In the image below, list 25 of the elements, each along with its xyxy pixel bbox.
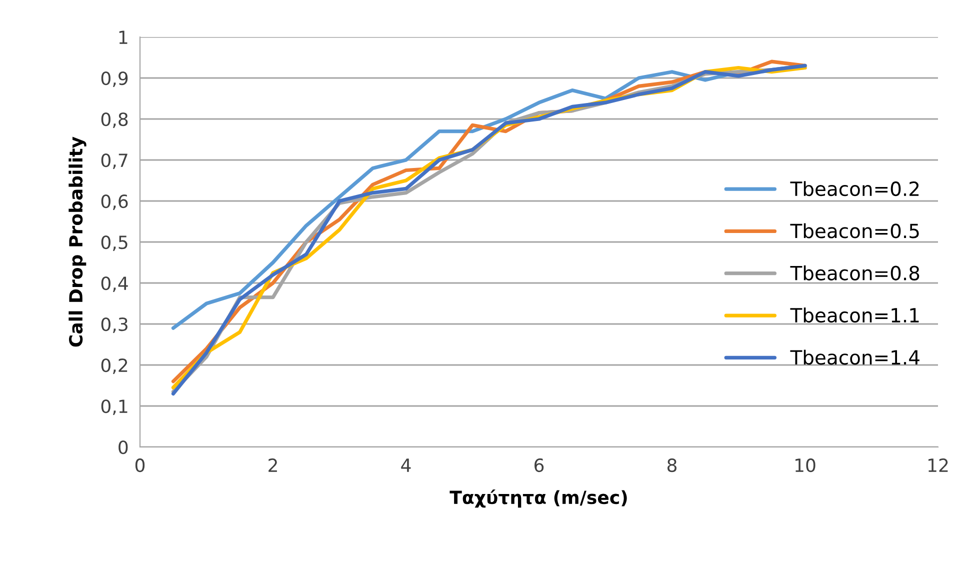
x-tick-label: 10 (795, 458, 816, 472)
y-tick-label: 0,5 (101, 235, 128, 251)
x-tick-label: 12 (928, 458, 948, 472)
legend-label: Tbeacon=0.5 (790, 223, 919, 238)
y-tick-label: 0,6 (101, 194, 128, 210)
y-tick-label: 0,4 (101, 276, 128, 292)
x-tick-label: 8 (667, 458, 677, 472)
y-tick-label: 0,9 (101, 71, 128, 87)
y-tick-label: 0,7 (101, 153, 128, 169)
x-tick-label: 0 (135, 458, 145, 472)
y-tick-label: 1 (119, 30, 128, 44)
y-tick-label: 0,1 (101, 399, 128, 415)
x-tick-label: 2 (268, 458, 277, 472)
legend-label: Tbeacon=0.8 (790, 265, 920, 280)
y-tick-label: 0,3 (101, 317, 128, 333)
legend-label: Tbeacon=1.1 (790, 308, 919, 323)
y-tick-label: 0,2 (101, 358, 128, 374)
x-tick-label: 4 (401, 458, 411, 472)
x-axis-title: Ταχύτητα (m/sec) (450, 489, 627, 508)
legend-label: Tbeacon=1.4 (790, 350, 920, 365)
legend-label: Tbeacon=0.2 (790, 181, 919, 196)
x-tick-label: 6 (534, 458, 544, 472)
y-tick-label: 0,8 (101, 112, 128, 128)
y-axis-title: Call Drop Probability (68, 136, 86, 347)
y-tick-label: 0 (118, 440, 128, 454)
